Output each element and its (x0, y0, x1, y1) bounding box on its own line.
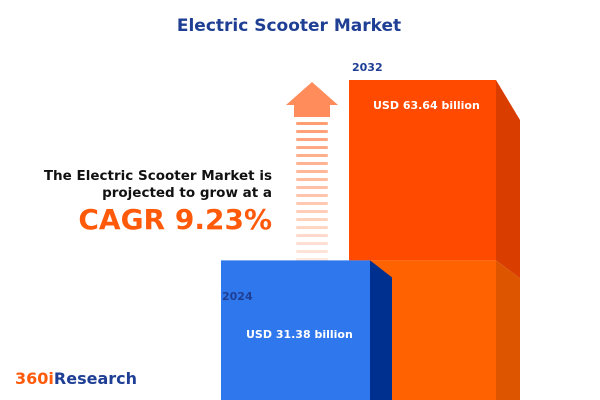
arrow-stripe (296, 226, 328, 229)
arrow-stripe (296, 146, 328, 149)
page-title: Electric Scooter Market (176, 16, 402, 36)
arrow-stripe (296, 242, 328, 245)
description-line-2: projected to grow at a (102, 185, 272, 201)
cagr-value: CAGR 9.23% (78, 203, 272, 236)
arrow-stripe (296, 250, 328, 253)
arrow-stripe (296, 258, 328, 261)
arrow-stripe (296, 154, 328, 157)
logo-part-2: Research (53, 369, 137, 388)
arrow-stripe (296, 186, 328, 189)
year-label-2032: 2032 (352, 61, 383, 74)
data-label-2024: USD 31.38 billion (246, 328, 353, 341)
logo: 360iResearch (15, 369, 137, 388)
arrow-head (286, 82, 338, 117)
arrow-stripe (296, 178, 328, 181)
bar-2024 (221, 260, 370, 400)
arrow-stripe (296, 202, 328, 205)
arrow-stripe (296, 234, 328, 237)
arrow-stripe (296, 130, 328, 133)
description: The Electric Scooter Market is projected… (44, 168, 272, 202)
arrow-stripe (296, 138, 328, 141)
arrow-stripe (296, 194, 328, 197)
description-line-1: The Electric Scooter Market is (43, 168, 272, 184)
arrow-stripe (296, 218, 328, 221)
logo-part-1: 360i (15, 369, 54, 388)
bar-2024-side (370, 260, 392, 400)
data-label-2032: USD 63.64 billion (373, 99, 480, 112)
arrow-stripe (296, 170, 328, 173)
bar-2032-lower-side (496, 260, 520, 400)
arrow-stripe (296, 162, 328, 165)
arrow-stripe (296, 210, 328, 213)
year-label-2024: 2024 (222, 290, 253, 303)
bar-2032-side (496, 80, 520, 279)
bar-2032 (349, 80, 496, 261)
arrow-stripe (296, 122, 328, 125)
